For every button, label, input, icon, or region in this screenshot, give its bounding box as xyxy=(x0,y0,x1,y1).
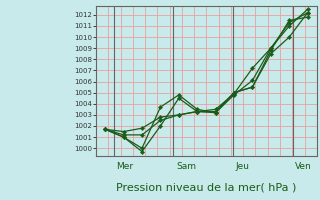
Text: Ven: Ven xyxy=(295,162,312,171)
Text: Mer: Mer xyxy=(116,162,133,171)
Text: Sam: Sam xyxy=(176,162,196,171)
Text: Jeu: Jeu xyxy=(236,162,250,171)
Text: Pression niveau de la mer( hPa ): Pression niveau de la mer( hPa ) xyxy=(116,183,297,193)
